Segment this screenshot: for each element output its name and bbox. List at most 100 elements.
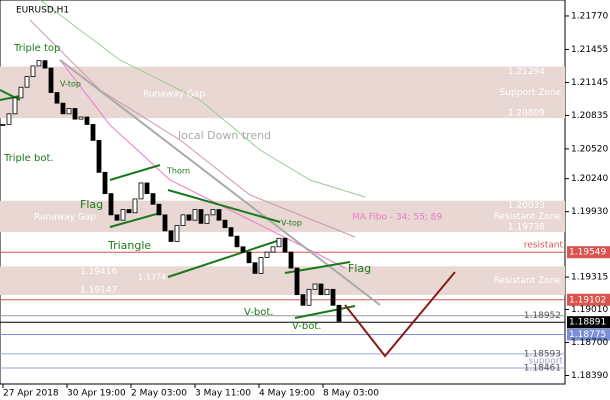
candle [228,227,234,237]
zone-label: 1.20809 [508,109,545,119]
candle [132,198,138,214]
price-label: 1.18891 [569,318,606,328]
candle [72,108,78,120]
candle [216,209,222,221]
zone-label: 1.19738 [508,223,545,233]
candle [108,193,114,216]
candle [102,171,108,194]
x-tick-label: 8 May 03:00 [323,389,379,399]
candle [78,116,84,120]
annotation: V-top [60,80,81,89]
price-label: 1.18461 [524,363,561,373]
y-tick-label: 1.20520 [571,144,608,154]
x-tick-label: 4 May 19:00 [259,389,315,399]
candle [186,214,192,221]
candle [240,246,246,253]
price-label: 1.18952 [524,311,561,321]
candle [264,251,270,258]
price-tag [567,293,610,306]
x-tick-label: 30 Apr 19:00 [67,389,126,399]
candle [246,251,252,264]
price-tag [567,246,610,259]
forecast [344,271,456,358]
x-tick-label: 27 Apr 2018 [3,389,59,399]
y-tick-label: 1.19930 [571,207,608,217]
y-tick-label: 1.19315 [571,273,608,283]
y-tick-label: 1.19010 [571,305,608,315]
y-tick-label: 1.20240 [571,174,608,184]
candle [276,237,282,248]
x-tick-label: 3 May 11:00 [195,389,251,399]
annotation: V-top [281,219,302,228]
price-label: 1.18775 [569,330,606,340]
candle [144,182,150,194]
candle [258,257,264,274]
ma-89 [39,0,366,198]
annotation: 1.1374 [138,273,166,282]
annotation: V-bot. [244,307,273,318]
zone-label: 1.20033 [508,201,545,211]
candle [126,209,132,214]
candle [330,288,336,306]
candle [150,193,156,205]
zone [0,66,565,119]
annotation: Thorn [166,167,190,176]
candle [54,92,60,104]
candle [6,113,12,125]
candle [48,67,54,93]
candle [18,86,24,99]
candle [174,225,180,242]
annotation: Runaway Gap [34,213,96,223]
down-trend [59,59,381,306]
candle [30,65,36,77]
candle [306,288,312,306]
candle [120,209,126,221]
zone-name: Resistant Zone [494,276,562,286]
price-label: 1.19549 [569,248,606,258]
candle [114,214,120,221]
candle [96,140,102,173]
zone-name: Support Zone [500,88,562,98]
candle [324,288,330,296]
candle [66,108,72,115]
candle [312,283,318,290]
annotation: local Down trend [178,129,271,142]
candle [294,267,300,296]
annotation: Triple bot. [3,153,54,164]
candle [24,76,30,88]
y-tick-label: 1.18700 [571,338,608,348]
x-tick-label: 2 May 03:00 [131,389,187,399]
price-label: 1.18593 [524,349,561,359]
y-tick-label: 1.20835 [571,111,608,121]
candle [180,214,186,226]
candle [318,283,324,296]
candle [168,230,174,242]
annotation: Flag [348,262,371,275]
price-label: 1.19102 [569,295,606,305]
annotation: V-bot. [292,321,321,332]
annotation: Triangle [107,239,151,252]
candle [12,97,18,115]
candle [288,251,294,269]
price-tag [567,328,610,341]
plot-frame [0,0,566,385]
candle [300,294,306,306]
candle [162,214,168,232]
zone [0,266,565,295]
candle [156,203,162,216]
y-tick-label: 1.18390 [571,371,608,381]
zone-label: 1.19416 [80,267,117,277]
candle [204,214,210,224]
candle [138,182,144,200]
chart-title: EURUSD,H1 [16,6,69,16]
candle [192,209,198,221]
candle [222,219,228,229]
candle [234,235,240,248]
zone-name: Resistant Zone [494,212,562,222]
level-name: support [528,356,563,366]
candle [60,102,66,115]
candle [84,116,90,125]
candle [282,237,288,253]
candle [90,124,96,141]
